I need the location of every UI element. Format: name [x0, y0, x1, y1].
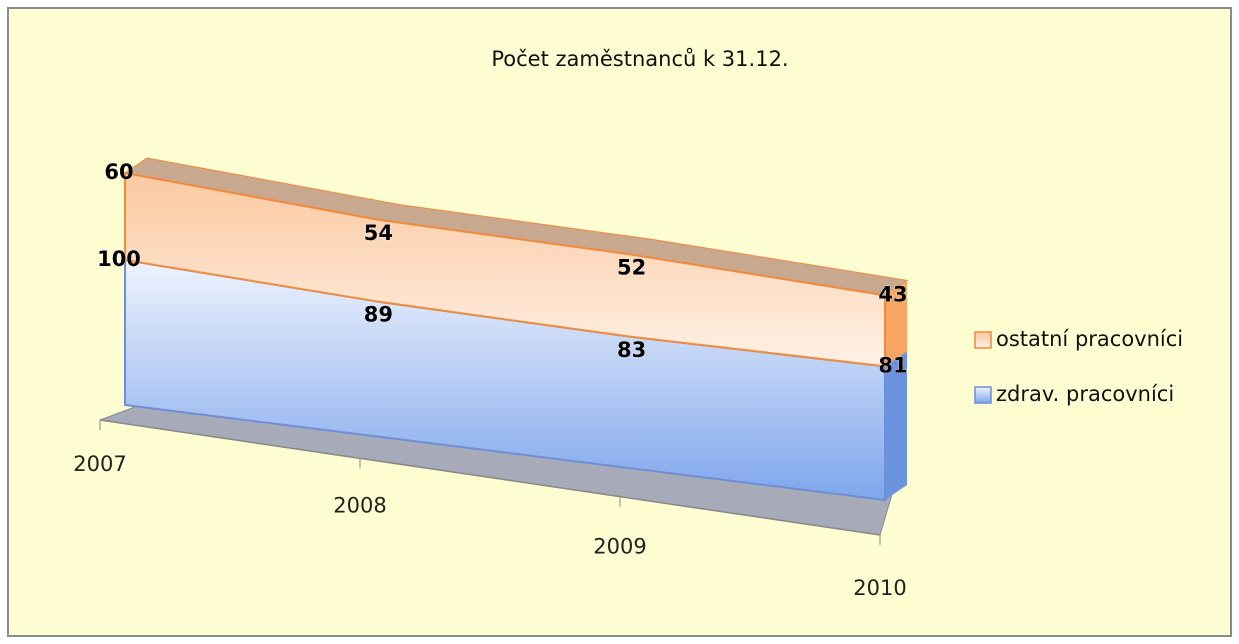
chart-title: Počet zaměstnanců k 31.12.	[491, 47, 788, 71]
legend-swatch	[974, 386, 992, 404]
data-label: 100	[97, 247, 141, 271]
data-label: 54	[364, 221, 393, 245]
area	[124, 171, 886, 368]
data-label: 83	[617, 338, 646, 362]
area-side-face	[885, 280, 907, 367]
data-label: 81	[878, 353, 907, 377]
data-label: 89	[364, 303, 393, 327]
x-tick-label: 2008	[333, 493, 386, 517]
legend-label: zdrav. pracovníci	[996, 382, 1174, 406]
legend-label: ostatní pracovníci	[996, 327, 1183, 351]
x-tick-label: 2010	[853, 576, 906, 600]
x-axis	[99, 419, 881, 536]
x-tick-label: 2007	[73, 452, 126, 476]
area-side-face	[885, 351, 907, 500]
x-tick-label: 2009	[593, 535, 646, 559]
legend-swatch	[974, 331, 992, 349]
data-label: 52	[617, 256, 646, 280]
data-label: 43	[878, 282, 907, 306]
data-label: 60	[104, 160, 133, 184]
